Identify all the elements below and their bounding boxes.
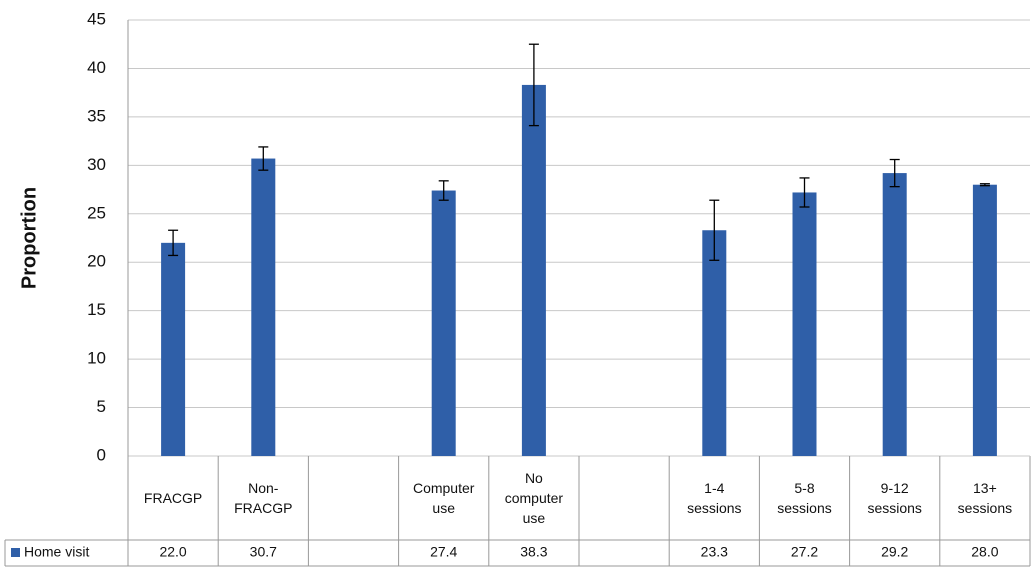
legend-swatch [11,548,20,557]
x-tick-label: 5-8 sessions [777,480,831,516]
y-axis-label: Proportion [18,187,40,289]
y-tick-label: 10 [87,349,106,368]
data-label: 28.0 [971,544,998,560]
bar [431,190,456,456]
y-tick-label: 30 [87,155,106,174]
bar [792,192,817,456]
data-label: 38.3 [520,544,547,560]
bar [161,242,186,456]
x-tick-label: Non-FRACGP [234,480,292,516]
y-tick-label: 35 [87,106,106,125]
data-label: 22.0 [159,544,186,560]
y-tick-label: 45 [87,9,106,28]
x-tick-label: Computer use [413,480,475,516]
x-tick-label: 13+ sessions [958,480,1012,516]
x-tick-label: 1-4 sessions [687,480,741,516]
bar [521,84,546,456]
data-label: 27.4 [430,544,457,560]
bar [972,184,997,456]
y-tick-label: 40 [87,58,106,77]
x-tick-label: No computer use [505,470,564,526]
x-tick-label: 9-12 sessions [867,480,921,516]
legend-label: Home visit [24,544,89,560]
bar [882,173,907,456]
data-label: 30.7 [250,544,277,560]
y-tick-label: 20 [87,252,106,271]
bar [251,158,276,456]
data-label: 27.2 [791,544,818,560]
y-tick-label: 15 [87,300,106,319]
y-tick-label: 25 [87,203,106,222]
x-tick-label: FRACGP [144,490,202,506]
data-label: 29.2 [881,544,908,560]
bar [702,230,727,456]
data-label: 23.3 [701,544,728,560]
y-tick-label: 5 [97,397,106,416]
y-tick-label: 0 [97,445,106,464]
